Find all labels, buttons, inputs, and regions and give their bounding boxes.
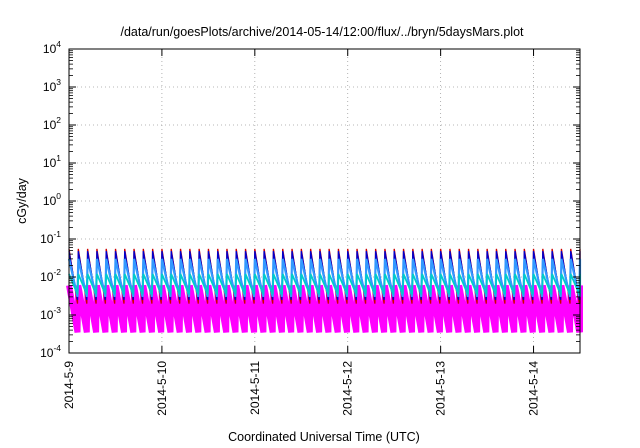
chart-title: /data/run/goesPlots/archive/2014-05-14/1…: [120, 25, 524, 39]
x-tick-label: 2014-5-10: [155, 361, 169, 416]
y-tick-exponent: -2: [53, 267, 61, 277]
x-tick-label: 2014-5-13: [434, 361, 448, 416]
grid-lines: [69, 49, 580, 353]
y-tick-exponent: 4: [56, 39, 61, 49]
y-tick-base: 10: [40, 270, 54, 284]
x-tick-label: 2014-5-11: [248, 361, 262, 415]
x-axis-label: Coordinated Universal Time (UTC): [228, 430, 420, 444]
x-tick-label: 2014-5-14: [527, 361, 541, 416]
y-tick-exponent: 1: [56, 153, 61, 163]
y-tick-base: 10: [43, 80, 57, 94]
y-axis-label: cGy/day: [15, 177, 29, 224]
data-series-line-5: [68, 273, 581, 295]
y-tick-exponent: -1: [53, 229, 61, 239]
y-tick-label: 10-2: [40, 267, 61, 284]
y-tick-label: 101: [43, 153, 61, 170]
series-group: [66, 248, 583, 333]
y-tick-exponent: -3: [53, 305, 61, 315]
y-tick-label: 102: [43, 115, 61, 132]
y-tick-base: 10: [40, 232, 54, 246]
y-tick-label: 10-1: [40, 229, 61, 246]
y-tick-exponent: 2: [56, 115, 61, 125]
y-tick-label: 10-4: [40, 343, 61, 360]
y-tick-base: 10: [40, 346, 54, 360]
y-tick-base: 10: [43, 118, 57, 132]
x-tick-label: 2014-5-12: [341, 361, 355, 416]
x-tick-labels: 2014-5-9 2014-5-10 2014-5-11 2014-5-12 2014-…: [62, 361, 541, 416]
data-series-line-1: [66, 284, 583, 333]
y-tick-label: 10-3: [40, 305, 61, 322]
y-tick-label: 103: [43, 77, 61, 94]
y-tick-base: 10: [43, 194, 57, 208]
y-tick-base: 10: [43, 156, 57, 170]
y-tick-exponent: 3: [56, 77, 61, 87]
y-tick-label: 104: [43, 39, 61, 56]
x-tick-label: 2014-5-9: [62, 361, 76, 409]
y-tick-label: 100: [43, 191, 61, 208]
y-tick-exponent: -4: [53, 343, 61, 353]
y-tick-exponent: 0: [56, 191, 61, 201]
tick-marks: [68, 48, 580, 354]
y-tick-base: 10: [40, 308, 54, 322]
y-tick-base: 10: [43, 42, 57, 56]
